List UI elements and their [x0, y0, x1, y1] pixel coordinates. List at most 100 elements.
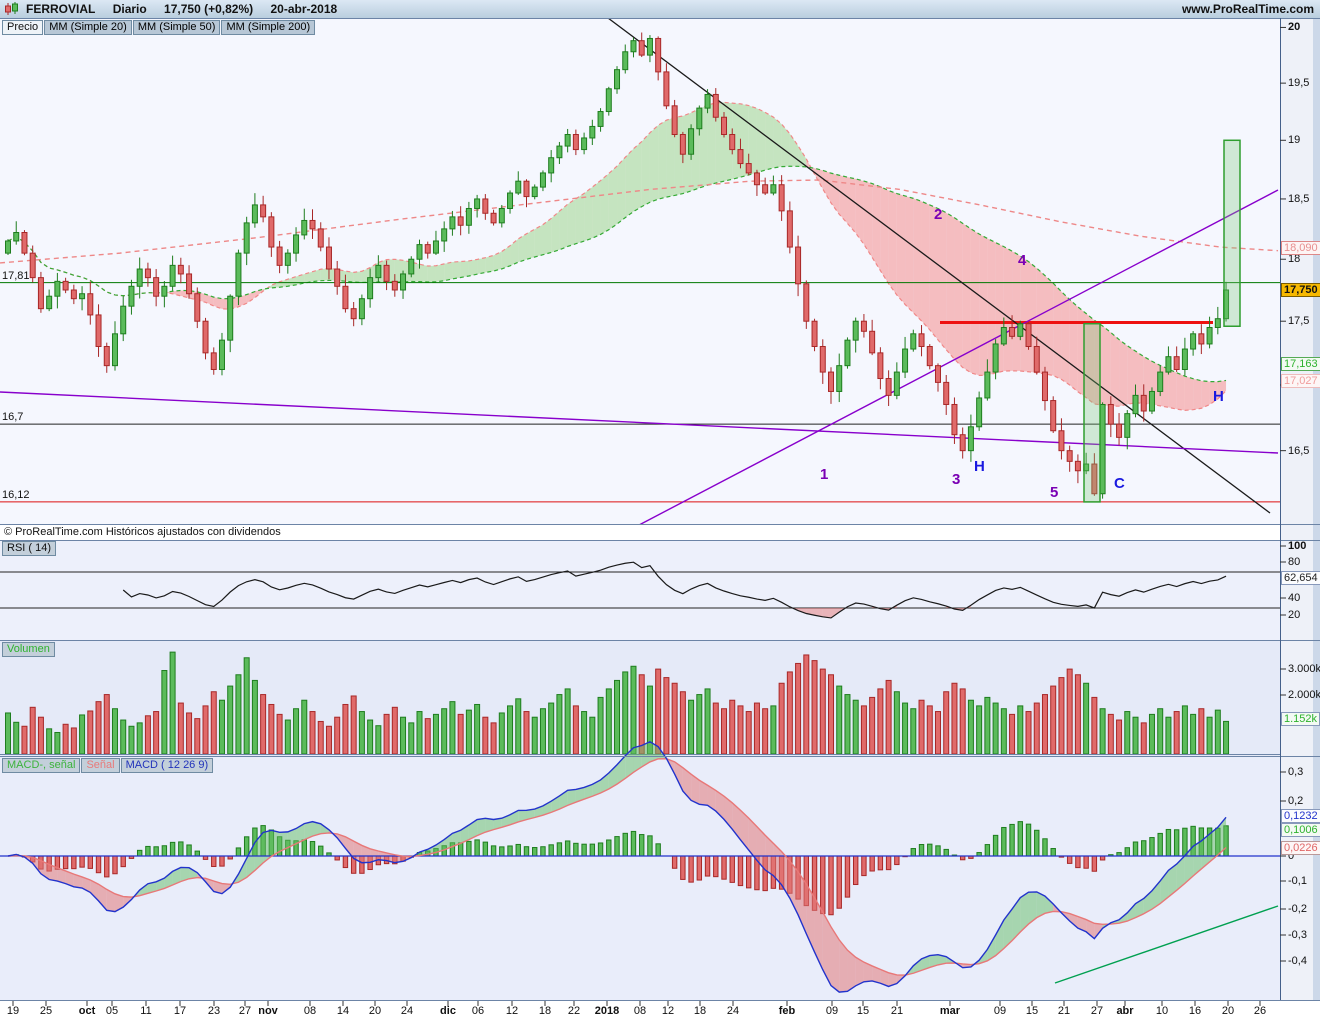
macd-histogram-bar	[852, 855, 859, 886]
wave-annotation: 2	[934, 206, 943, 223]
tab-precio[interactable]: Precio	[2, 20, 44, 35]
volume-bar	[1099, 708, 1106, 755]
price-candle	[1198, 333, 1205, 345]
price-candle	[564, 134, 571, 147]
tab-mm20[interactable]: MM (Simple 20)	[44, 20, 132, 35]
date-axis-label: oct	[78, 1005, 96, 1017]
price-candle	[1181, 348, 1188, 371]
price-candle	[737, 149, 744, 165]
price-candle	[37, 277, 44, 310]
macd-histogram-bar	[564, 840, 571, 857]
macd-axis-label: 0,3	[1288, 766, 1304, 778]
price-candle	[869, 330, 876, 354]
date-axis-label: 24	[400, 1005, 414, 1017]
rsi-axis-label: 40	[1288, 592, 1301, 604]
price-candle	[951, 403, 958, 436]
price-axis-label: 16,5	[1288, 444, 1310, 457]
price-candle	[918, 333, 925, 347]
volume-bar	[465, 709, 472, 755]
date-axis-label: 15	[1025, 1005, 1039, 1017]
tab-macd-signal[interactable]: Señal	[81, 758, 120, 773]
volume-bar	[721, 708, 728, 755]
tab-mm200[interactable]: MM (Simple 200)	[221, 20, 316, 35]
price-candle	[194, 293, 201, 322]
volume-bar	[375, 725, 382, 755]
price-candle	[1091, 463, 1098, 495]
volume-legend: Volumen	[2, 642, 56, 657]
price-candle	[581, 137, 588, 151]
macd-histogram-bar	[844, 855, 851, 898]
macd-histogram-bar	[877, 855, 884, 871]
macd-axis-label: -0,3	[1288, 929, 1307, 941]
volume-bar	[622, 671, 629, 755]
date-axis-label: dic	[440, 1005, 456, 1017]
volume-bar	[29, 706, 36, 755]
volume-bar	[564, 688, 571, 755]
price-candle	[655, 37, 662, 73]
macd-histogram-bar	[655, 843, 661, 857]
volume-bar	[268, 703, 275, 755]
volume-bar	[614, 679, 621, 755]
price-candle	[1058, 430, 1065, 452]
price-candle	[103, 345, 110, 367]
volume-bar	[301, 699, 308, 755]
rsi-line	[122, 561, 1227, 619]
macd-histogram-bar	[1173, 829, 1180, 857]
volume-bar	[490, 722, 497, 755]
macd-histogram-bar	[153, 846, 159, 857]
price-candle	[515, 180, 522, 194]
volume-bar	[46, 728, 53, 755]
price-candle	[778, 184, 785, 212]
price-candle	[490, 212, 497, 224]
date-axis-label: nov	[258, 1005, 278, 1017]
level-price-label: 17,81	[2, 270, 30, 282]
price-candle	[753, 172, 760, 186]
macd-histogram-bar	[671, 855, 678, 869]
trendline	[0, 391, 1279, 454]
tab-volumen[interactable]: Volumen	[2, 642, 55, 657]
price-candle	[177, 264, 184, 275]
macd-panel	[0, 740, 1280, 993]
tab-macd-hist[interactable]: MACD-, señal	[2, 758, 81, 773]
macd-histogram-bar	[1132, 841, 1139, 857]
price-candle	[745, 163, 752, 174]
price-candle	[614, 69, 621, 90]
date-axis-label: 21	[1057, 1005, 1071, 1017]
volume-bar	[498, 712, 505, 755]
price-tag: 17,163	[1281, 357, 1320, 371]
wave-annotation: 3	[952, 471, 961, 488]
macd-histogram-bar	[581, 843, 587, 857]
price-candle	[293, 234, 300, 254]
macd-histogram-bar	[820, 855, 826, 915]
price-candle	[1132, 394, 1139, 415]
macd-histogram-bar	[556, 842, 563, 857]
volume-bar	[828, 674, 834, 755]
rsi-axis-label: 100	[1288, 540, 1307, 552]
macd-histogram-bar	[910, 848, 916, 857]
volume-bar	[778, 682, 785, 755]
date-axis-label: 19	[6, 1005, 20, 1017]
volume-axis-label: 3.000k	[1288, 663, 1320, 675]
macd-histogram-bar	[647, 835, 653, 857]
price-candle	[21, 232, 28, 254]
price-candle	[70, 289, 77, 300]
tab-mm50[interactable]: MM (Simple 50)	[132, 20, 221, 35]
price-candle	[688, 128, 695, 155]
macd-histogram-bar	[499, 846, 505, 857]
tab-rsi[interactable]: RSI ( 14)	[2, 541, 57, 556]
volume-bar	[1190, 713, 1197, 755]
macd-histogram-bar	[79, 855, 85, 868]
price-candle	[770, 184, 777, 194]
price-candle	[186, 273, 193, 295]
date-axis-label: 24	[726, 1005, 740, 1017]
macd-histogram-bar	[532, 847, 538, 857]
tab-macd-main[interactable]: MACD ( 12 26 9)	[120, 758, 214, 773]
price-candle	[161, 285, 168, 297]
volume-bar	[432, 713, 439, 755]
price-candle	[877, 352, 884, 380]
projection-box	[1223, 139, 1241, 327]
price-tag: 18,090	[1281, 241, 1320, 255]
date-axis-label: 05	[105, 1005, 119, 1017]
copyright-note: © ProRealTime.com Históricos ajustados c…	[4, 526, 281, 538]
